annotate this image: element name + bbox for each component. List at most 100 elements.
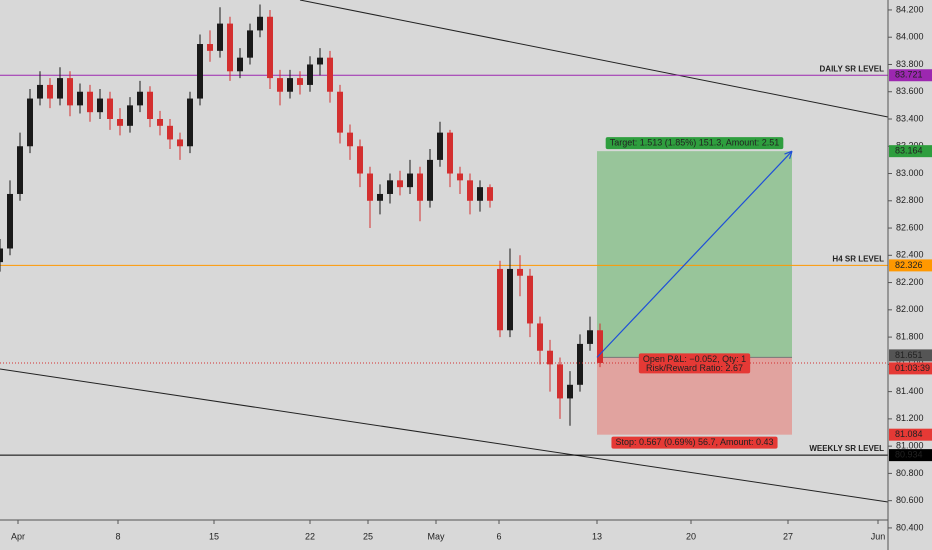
axes: 84.20084.00083.80083.60083.40083.20083.0… [11,4,932,541]
trendline [299,0,888,118]
candle-body [287,78,293,92]
candle-body [277,78,283,92]
candle-body [577,343,583,385]
candle-body [217,23,223,51]
candle-body [377,193,383,201]
position-label: Risk/Reward Ratio: 2.67 [646,363,743,373]
candle-body [0,248,3,263]
x-tick-label: 27 [783,531,793,541]
x-tick-label: 13 [592,531,602,541]
y-tick-label: 83.000 [896,168,924,178]
candle-body [447,132,453,174]
candle-body [517,268,523,276]
candle-body [347,132,353,147]
candle-body [67,78,73,106]
candle-body [337,91,343,133]
candle-body [77,91,83,106]
price-tag [889,69,932,82]
x-tick-label: 22 [305,531,315,541]
candle-body [237,57,243,72]
candle-body [387,180,393,194]
label-bg [638,353,751,374]
price-tag-label: 83.721 [895,70,923,80]
candle-body [477,187,483,201]
plot-area: Target: 1.513 (1.85%) 151.3, Amount: 2.5… [0,0,888,503]
sr-level-name: WEEKLY SR LEVEL [809,444,884,453]
candle-body [37,84,43,99]
candle-body [147,91,153,119]
candle-body [27,98,33,147]
y-tick-label: 82.200 [896,277,924,287]
candle-body [47,84,53,99]
x-tick-label: 6 [496,531,501,541]
candle-body [417,173,423,201]
candle-body [107,98,113,119]
position-label: Stop: 0.567 (0.69%) 56.7, Amount: 0.43 [615,437,773,447]
y-tick-label: 81.400 [896,386,924,396]
x-tick-label: 20 [686,531,696,541]
candle-body [487,187,493,201]
y-tick-label: 83.800 [896,59,924,69]
candle-body [117,118,123,126]
x-tick-label: 8 [115,531,120,541]
price-tag [889,428,932,441]
y-tick-label: 80.400 [896,522,924,532]
candle-body [57,78,63,99]
candle-body [87,91,93,113]
sr-level-name: H4 SR LEVEL [832,254,884,263]
candle-body [597,330,603,363]
candle-body [507,268,513,331]
candle-body [527,275,533,324]
candle-body [467,180,473,201]
y-tick-label: 81.200 [896,413,924,423]
y-tick-label: 84.200 [896,4,924,14]
price-tag [889,259,932,272]
candle-body [557,364,563,399]
position-label: Open P&L: −0.052, Qty: 1 [643,354,746,364]
price-tag-label: 80.934 [895,450,923,460]
candle-body [17,146,23,194]
y-tick-label: 83.400 [896,113,924,123]
candle-body [307,64,313,85]
x-tick-label: 15 [209,531,219,541]
price-tag-label: 82.326 [895,260,923,270]
candle-body [187,98,193,147]
y-tick-label: 81.000 [896,441,924,451]
y-tick-label: 83.600 [896,86,924,96]
price-tag-label: 81.651 [895,350,923,360]
candle-body [177,139,183,147]
candle-body [427,159,433,201]
label-bg [605,137,784,150]
trendline [0,368,888,503]
candle-body [157,118,163,126]
y-tick-label: 80.600 [896,495,924,505]
candle-body [437,132,443,160]
candle-body [257,16,263,31]
candle-body [327,57,333,92]
arrow-head [784,150,793,159]
y-tick-label: 84.000 [896,32,924,42]
candle-body [457,173,463,181]
position-label: Target: 1.513 (1.85%) 151.3, Amount: 2.5… [610,138,780,148]
price-tag-label: 81.084 [895,429,923,439]
price-tag [889,449,932,462]
y-tick-label: 82.000 [896,304,924,314]
x-tick-label: Jun [871,531,886,541]
candle-body [567,384,573,399]
target-arrow [596,150,793,358]
candle-body [7,193,13,249]
price-tag-label: 01:03:39 [895,363,930,373]
label-bg [611,436,778,449]
y-tick-label: 80.800 [896,468,924,478]
x-tick-label: May [427,531,445,541]
candle-body [97,98,103,113]
sr-level-name: DAILY SR LEVEL [820,64,885,73]
candle-body [267,16,273,79]
y-tick-label: 82.600 [896,222,924,232]
candle-body [127,105,133,126]
candle-body [367,173,373,201]
candle-body [397,180,403,188]
candle-body [247,30,253,58]
